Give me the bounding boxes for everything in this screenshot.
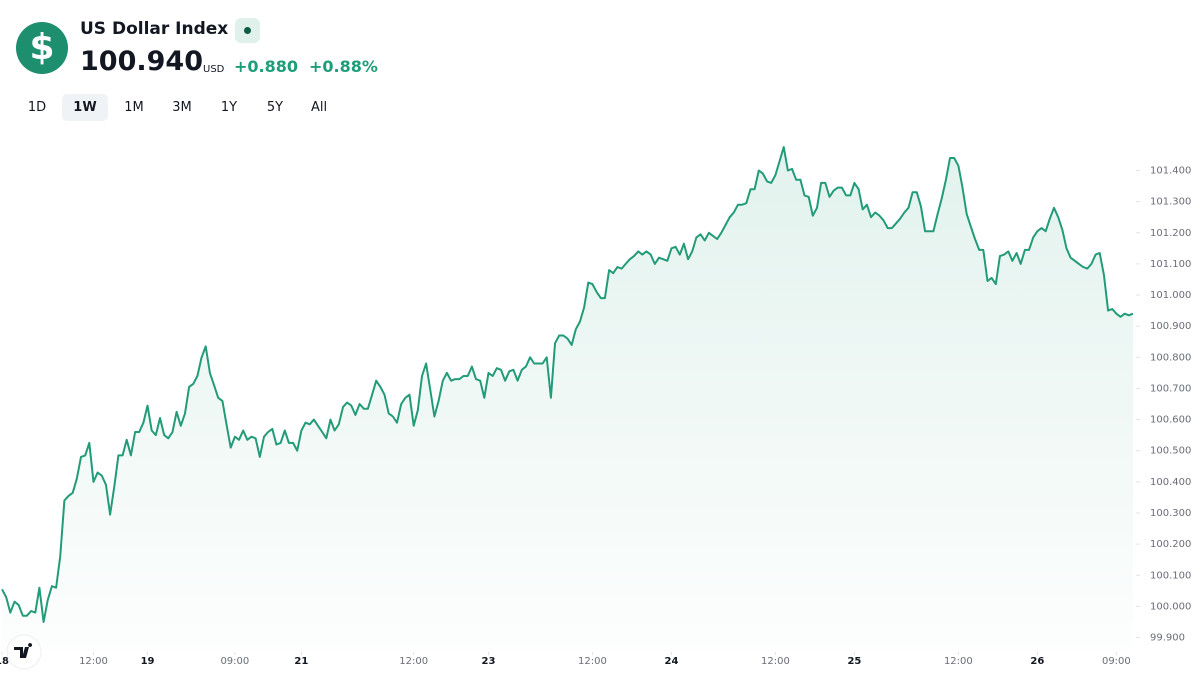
range-button[interactable]: 3M <box>172 100 192 115</box>
y-tick-label: 101.000 <box>1150 290 1191 301</box>
x-tick-label: 26 <box>1030 656 1044 667</box>
y-tick-label: 99.900 <box>1150 633 1185 644</box>
range-button[interactable]: 1D <box>27 100 47 115</box>
x-tick-label: 18 <box>0 656 9 667</box>
y-tick-label: 101.400 <box>1150 165 1191 176</box>
logo: $ <box>16 22 68 74</box>
x-tick-label: 09:00 <box>1102 656 1131 667</box>
range-button[interactable]: 1M <box>124 100 144 115</box>
x-tick-label: 25 <box>847 656 861 667</box>
x-tick-label: 12:00 <box>761 656 790 667</box>
x-tick-label: 12:00 <box>944 656 973 667</box>
range-button[interactable]: All <box>310 100 328 115</box>
y-tick-label: 100.600 <box>1150 415 1191 426</box>
price: 100.940 <box>80 46 203 77</box>
status-badge <box>235 18 260 43</box>
y-tick-label: 100.200 <box>1150 539 1191 550</box>
x-tick-label: 12:00 <box>79 656 108 667</box>
x-tick-label: 12:00 <box>399 656 428 667</box>
currency: USD <box>203 64 225 75</box>
x-tick-label: 23 <box>482 656 496 667</box>
title: US Dollar Index <box>80 19 229 39</box>
price-line <box>1 146 1134 623</box>
range-button[interactable]: 1W <box>62 94 108 121</box>
y-tick-label: 101.300 <box>1150 197 1191 208</box>
header: $ US Dollar Index 100.940 USD +0.880 +0.… <box>0 0 1200 130</box>
x-tick-label: 12:00 <box>578 656 607 667</box>
y-tick-label: 100.700 <box>1150 383 1191 394</box>
x-tick-label: 09:00 <box>220 656 249 667</box>
y-tick-label: 100.800 <box>1150 352 1191 363</box>
y-tick-label: 100.100 <box>1150 570 1191 581</box>
y-tick-label: 100.000 <box>1150 601 1191 612</box>
area <box>2 147 1133 650</box>
x-tick-label: 24 <box>664 656 678 667</box>
y-tick-label: 101.200 <box>1150 228 1191 239</box>
change: +0.880 <box>234 57 299 76</box>
change-percent: +0.88% <box>309 57 378 76</box>
y-tick-label: 100.500 <box>1150 446 1191 457</box>
y-tick-label: 101.100 <box>1150 259 1191 270</box>
y-tick-label: 100.900 <box>1150 321 1191 332</box>
range-button[interactable]: 1Y <box>220 100 238 115</box>
y-tick-label: 100.400 <box>1150 477 1191 488</box>
x-tick-label: 21 <box>294 656 308 667</box>
tv-logo <box>6 634 42 670</box>
y-tick-label: 100.300 <box>1150 508 1191 519</box>
range-button[interactable]: 5Y <box>266 100 284 115</box>
x-tick-label: 19 <box>141 656 155 667</box>
